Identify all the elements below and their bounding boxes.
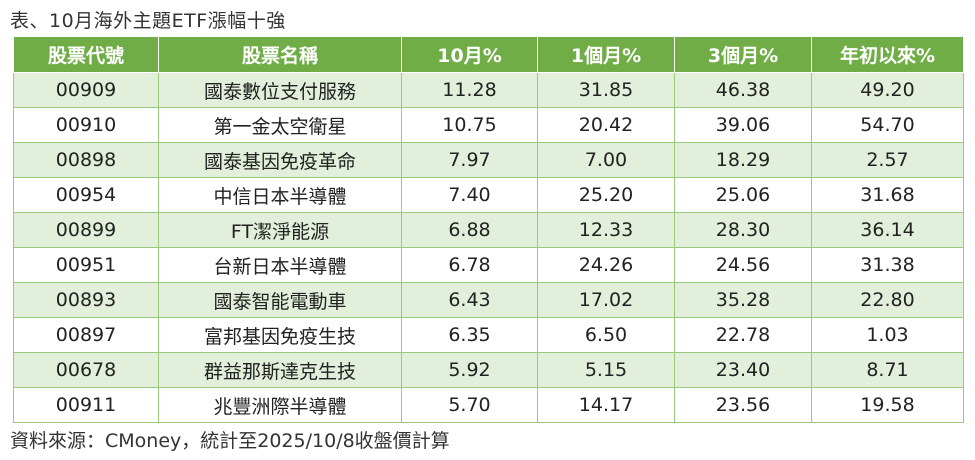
cell-3month-pct: 18.29 xyxy=(674,142,812,178)
cell-1month-pct: 7.00 xyxy=(537,142,675,178)
cell-stock-name: 兆豐洲際半導體 xyxy=(158,387,402,423)
cell-stock-name: 富邦基因免疫生技 xyxy=(158,317,402,353)
header-3month-pct: 3個月% xyxy=(674,36,812,73)
cell-october-pct: 5.70 xyxy=(401,387,538,423)
table-header-row: 股票代號 股票名稱 10月% 1個月% 3個月% 年初以來% xyxy=(13,36,964,73)
cell-stock-code: 00911 xyxy=(13,387,159,423)
cell-1month-pct: 17.02 xyxy=(537,282,675,318)
cell-stock-name: 第一金太空衛星 xyxy=(158,107,402,143)
cell-1month-pct: 6.50 xyxy=(537,317,675,353)
cell-1month-pct: 12.33 xyxy=(537,212,675,248)
cell-stock-name: FT潔淨能源 xyxy=(158,212,402,248)
cell-ytd-pct: 8.71 xyxy=(811,352,964,388)
cell-3month-pct: 22.78 xyxy=(674,317,812,353)
etf-ranking-table: 股票代號 股票名稱 10月% 1個月% 3個月% 年初以來% 00909 國泰數位… xyxy=(13,36,964,423)
cell-october-pct: 5.92 xyxy=(401,352,538,388)
cell-ytd-pct: 54.70 xyxy=(811,107,964,143)
table-row: 00893 國泰智能電動車 6.43 17.02 35.28 22.80 xyxy=(13,282,964,318)
cell-stock-name: 國泰數位支付服務 xyxy=(158,72,402,108)
header-1month-pct: 1個月% xyxy=(537,36,675,73)
cell-stock-code: 00954 xyxy=(13,177,159,213)
table-row: 00910 第一金太空衛星 10.75 20.42 39.06 54.70 xyxy=(13,107,964,143)
cell-october-pct: 6.43 xyxy=(401,282,538,318)
table-row: 00678 群益那斯達克生技 5.92 5.15 23.40 8.71 xyxy=(13,352,964,388)
cell-1month-pct: 25.20 xyxy=(537,177,675,213)
header-october-pct: 10月% xyxy=(401,36,538,73)
cell-october-pct: 10.75 xyxy=(401,107,538,143)
table-row: 00951 台新日本半導體 6.78 24.26 24.56 31.38 xyxy=(13,247,964,283)
cell-stock-name: 群益那斯達克生技 xyxy=(158,352,402,388)
cell-3month-pct: 23.56 xyxy=(674,387,812,423)
cell-3month-pct: 35.28 xyxy=(674,282,812,318)
cell-3month-pct: 25.06 xyxy=(674,177,812,213)
cell-stock-name: 國泰基因免疫革命 xyxy=(158,142,402,178)
header-ytd-pct: 年初以來% xyxy=(811,36,964,73)
cell-stock-name: 台新日本半導體 xyxy=(158,247,402,283)
cell-stock-code: 00898 xyxy=(13,142,159,178)
cell-1month-pct: 14.17 xyxy=(537,387,675,423)
table-row: 00899 FT潔淨能源 6.88 12.33 28.30 36.14 xyxy=(13,212,964,248)
table-row: 00897 富邦基因免疫生技 6.35 6.50 22.78 1.03 xyxy=(13,317,964,353)
table-row: 00898 國泰基因免疫革命 7.97 7.00 18.29 2.57 xyxy=(13,142,964,178)
cell-stock-code: 00951 xyxy=(13,247,159,283)
cell-3month-pct: 23.40 xyxy=(674,352,812,388)
cell-stock-code: 00893 xyxy=(13,282,159,318)
cell-stock-code: 00910 xyxy=(13,107,159,143)
table-row: 00954 中信日本半導體 7.40 25.20 25.06 31.68 xyxy=(13,177,964,213)
cell-stock-code: 00678 xyxy=(13,352,159,388)
table-row: 00911 兆豐洲際半導體 5.70 14.17 23.56 19.58 xyxy=(13,387,964,423)
table-row: 00909 國泰數位支付服務 11.28 31.85 46.38 49.20 xyxy=(13,72,964,108)
cell-ytd-pct: 19.58 xyxy=(811,387,964,423)
header-stock-name: 股票名稱 xyxy=(158,36,402,73)
source-note: 資料來源：CMoney，統計至2025/10/8收盤價計算 xyxy=(10,430,450,452)
cell-october-pct: 6.78 xyxy=(401,247,538,283)
cell-ytd-pct: 31.68 xyxy=(811,177,964,213)
cell-october-pct: 6.88 xyxy=(401,212,538,248)
header-stock-code: 股票代號 xyxy=(13,36,159,73)
cell-october-pct: 7.40 xyxy=(401,177,538,213)
cell-3month-pct: 24.56 xyxy=(674,247,812,283)
cell-ytd-pct: 22.80 xyxy=(811,282,964,318)
cell-stock-code: 00897 xyxy=(13,317,159,353)
cell-stock-name: 中信日本半導體 xyxy=(158,177,402,213)
cell-1month-pct: 24.26 xyxy=(537,247,675,283)
cell-stock-code: 00909 xyxy=(13,72,159,108)
cell-stock-code: 00899 xyxy=(13,212,159,248)
cell-3month-pct: 46.38 xyxy=(674,72,812,108)
cell-october-pct: 7.97 xyxy=(401,142,538,178)
cell-ytd-pct: 1.03 xyxy=(811,317,964,353)
cell-ytd-pct: 2.57 xyxy=(811,142,964,178)
cell-stock-name: 國泰智能電動車 xyxy=(158,282,402,318)
cell-3month-pct: 39.06 xyxy=(674,107,812,143)
cell-ytd-pct: 49.20 xyxy=(811,72,964,108)
cell-october-pct: 11.28 xyxy=(401,72,538,108)
cell-1month-pct: 31.85 xyxy=(537,72,675,108)
cell-1month-pct: 5.15 xyxy=(537,352,675,388)
cell-october-pct: 6.35 xyxy=(401,317,538,353)
cell-1month-pct: 20.42 xyxy=(537,107,675,143)
cell-ytd-pct: 31.38 xyxy=(811,247,964,283)
cell-3month-pct: 28.30 xyxy=(674,212,812,248)
cell-ytd-pct: 36.14 xyxy=(811,212,964,248)
table-title: 表、10月海外主題ETF漲幅十強 xyxy=(10,10,286,32)
